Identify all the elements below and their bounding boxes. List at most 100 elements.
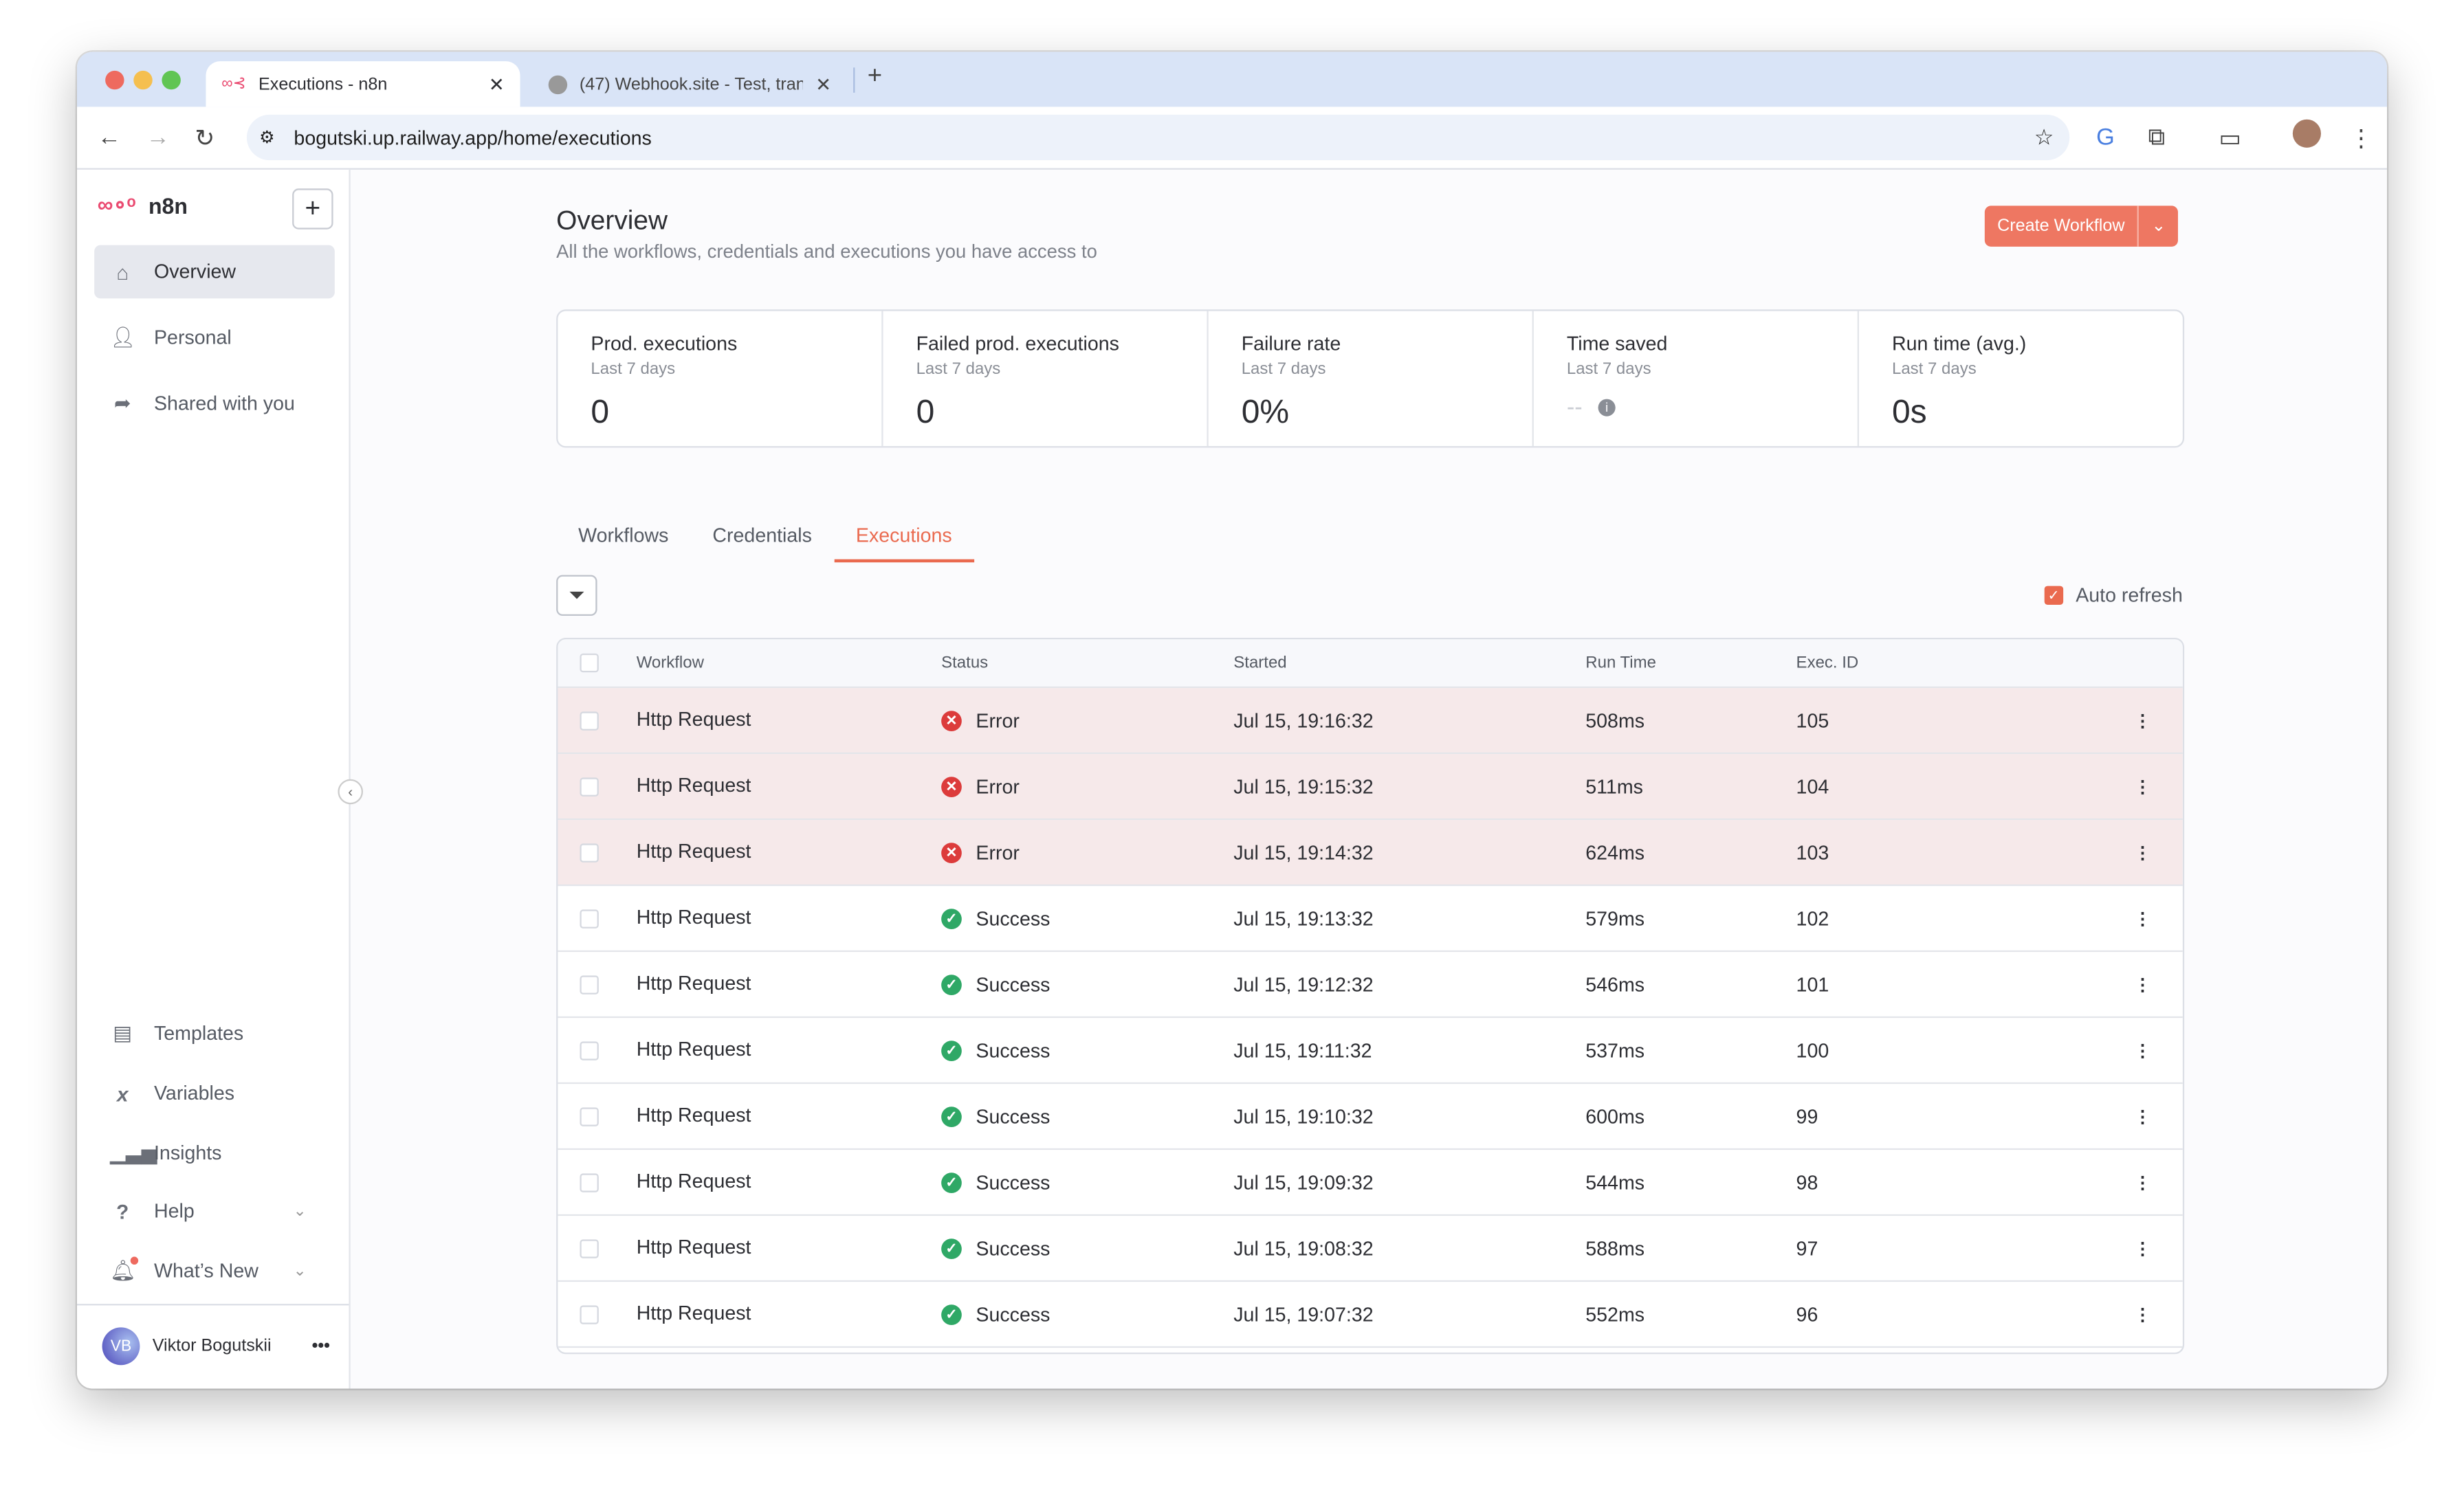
row-checkbox[interactable] [580, 975, 599, 994]
minimize-window-button[interactable] [133, 70, 153, 90]
sidebar-item-variables[interactable]: x Variables [94, 1067, 335, 1120]
new-tab-button[interactable]: + [867, 63, 883, 90]
browser-tab-executions[interactable]: ∞⊰ Executions - n8n ✕ [206, 61, 520, 107]
bookmark-star-icon[interactable]: ☆ [2034, 124, 2054, 150]
profile-avatar[interactable] [2292, 119, 2321, 148]
table-row[interactable]: Http Request ✕ Error Jul 15, 19:16:32 508ms 1… [558, 688, 2183, 755]
checkbox-checked-icon: ✓ [2044, 586, 2063, 605]
back-icon[interactable]: ← [97, 124, 121, 151]
site-settings-icon[interactable]: ⚙ [259, 129, 275, 148]
sidebar-item-help[interactable]: ? Help ⌄ [94, 1184, 335, 1238]
table-row[interactable]: Http Request ✓ Success Jul 15, 19:10:32 600m… [558, 1084, 2183, 1150]
column-header[interactable]: Status [941, 653, 989, 673]
row-actions-icon[interactable]: ⋮ [2133, 777, 2152, 797]
row-actions-icon[interactable]: ⋮ [2133, 843, 2152, 863]
filter-button[interactable]: ⏷ [556, 575, 597, 616]
workflow-name[interactable]: Http Request [636, 1301, 751, 1324]
workflow-name[interactable]: Http Request [636, 1169, 751, 1192]
row-actions-icon[interactable]: ⋮ [2133, 909, 2152, 929]
table-row[interactable]: Http Request ✓ Success Jul 15, 19:12:32 546m… [558, 952, 2183, 1019]
row-checkbox[interactable] [580, 843, 599, 862]
translate-icon[interactable]: G [2096, 124, 2115, 151]
success-icon: ✓ [941, 1172, 962, 1192]
tab-credentials[interactable]: Credentials [712, 524, 812, 547]
row-actions-icon[interactable]: ⋮ [2133, 1041, 2152, 1060]
row-checkbox[interactable] [580, 1238, 599, 1258]
sidebar-item-insights[interactable]: ▁▃▅ Insights [94, 1126, 335, 1180]
browser-tab-webhook[interactable]: (47) Webhook.site - Test, tran ✕ [533, 61, 847, 107]
cell-started: Jul 15, 19:12:32 [1233, 972, 1374, 995]
table-row[interactable]: Http Request ✓ Success Jul 15, 19:11:32 537m… [558, 1018, 2183, 1085]
row-checkbox[interactable] [580, 909, 599, 928]
tab-search-icon[interactable]: ▭ [2219, 125, 2241, 153]
tab-workflows[interactable]: Workflows [578, 524, 669, 547]
workflow-name[interactable]: Http Request [636, 707, 751, 730]
cell-started: Jul 15, 19:16:32 [1233, 709, 1374, 731]
success-icon: ✓ [941, 1304, 962, 1324]
browser-menu-icon[interactable]: ⋮ [2349, 125, 2373, 153]
sidebar-item-templates[interactable]: ▤ Templates [94, 1007, 335, 1060]
more-icon[interactable]: ••• [311, 1337, 330, 1356]
chevron-down-icon[interactable]: ⌄ [2137, 205, 2179, 247]
column-header[interactable]: Started [1233, 653, 1287, 673]
user-menu[interactable]: VB Viktor Bogutskii ••• [102, 1327, 330, 1366]
close-tab-icon[interactable]: ✕ [488, 73, 505, 96]
sidebar-item-whats-new[interactable]: 🔔︎ What’s New ⌄ [94, 1244, 335, 1298]
sidebar-item-overview[interactable]: ⌂ Overview [94, 245, 335, 299]
workflow-name[interactable]: Http Request [636, 1037, 751, 1060]
workflow-name[interactable]: Http Request [636, 905, 751, 928]
maximize-window-button[interactable] [162, 70, 181, 90]
cell-exec-id: 99 [1796, 1104, 1818, 1127]
collapse-sidebar-button[interactable]: ‹ [338, 779, 363, 805]
table-row[interactable]: Http Request ✓ Success Jul 15, 19:07:32 552m… [558, 1282, 2183, 1348]
info-icon[interactable]: i [1598, 399, 1616, 416]
workflow-name[interactable]: Http Request [636, 971, 751, 994]
reload-icon[interactable]: ↻ [195, 125, 215, 153]
row-actions-icon[interactable]: ⋮ [2133, 1173, 2152, 1192]
workflow-name[interactable]: Http Request [636, 773, 751, 796]
workflow-name[interactable]: Http Request [636, 1235, 751, 1258]
row-checkbox[interactable] [580, 1041, 599, 1060]
row-actions-icon[interactable]: ⋮ [2133, 711, 2152, 731]
close-window-button[interactable] [105, 70, 124, 90]
row-checkbox[interactable] [580, 1304, 599, 1324]
stat-period: Last 7 days [916, 359, 1001, 379]
create-workflow-button[interactable]: Create Workflow ⌄ [1984, 205, 2179, 247]
n8n-logo-icon: ∞∘ᵒ [97, 191, 136, 217]
workflow-name[interactable]: Http Request [636, 839, 751, 862]
status-label: Error [976, 841, 1020, 863]
table-row[interactable]: Http Request ✕ Error Jul 15, 19:14:32 624ms 1… [558, 820, 2183, 887]
column-header[interactable]: Workflow [636, 653, 704, 673]
sidebar-item-shared[interactable]: ➦ Shared with you [94, 377, 335, 431]
column-header[interactable]: Run Time [1585, 653, 1656, 673]
stat-card: Prod. executions Last 7 days 0 [558, 311, 883, 447]
row-actions-icon[interactable]: ⋮ [2133, 1239, 2152, 1258]
table-row[interactable]: Http Request ✓ Success Jul 15, 19:13:32 579m… [558, 886, 2183, 953]
row-checkbox[interactable] [580, 1107, 599, 1126]
close-tab-icon[interactable]: ✕ [815, 73, 832, 96]
extensions-icon[interactable]: ⧉ [2148, 124, 2166, 151]
cell-run-time: 511ms [1585, 775, 1643, 797]
workflow-name[interactable]: Http Request [636, 1103, 751, 1126]
box-icon: ▤ [113, 1021, 133, 1045]
stat-value: 0 [916, 394, 935, 431]
table-row[interactable]: Http Request ✕ Error Jul 15, 19:15:32 511ms 1… [558, 754, 2183, 821]
sidebar-item-personal[interactable]: 👤︎ Personal [94, 311, 335, 365]
table-row[interactable]: Http Request ✓ Success Jul 15, 19:08:32 588m… [558, 1216, 2183, 1282]
row-actions-icon[interactable]: ⋮ [2133, 975, 2152, 994]
add-button[interactable]: + [292, 188, 333, 230]
stat-title: Failed prod. executions [916, 333, 1119, 355]
row-actions-icon[interactable]: ⋮ [2133, 1107, 2152, 1126]
tab-executions[interactable]: Executions [833, 518, 974, 563]
row-checkbox[interactable] [580, 777, 599, 796]
row-actions-icon[interactable]: ⋮ [2133, 1305, 2152, 1324]
logo[interactable]: ∞∘ᵒ n8n [97, 191, 188, 218]
table-row[interactable]: Http Request ✓ Success Jul 15, 19:09:32 544m… [558, 1150, 2183, 1216]
column-header[interactable]: Exec. ID [1796, 653, 1859, 673]
auto-refresh-checkbox[interactable]: ✓ Auto refresh [2044, 584, 2183, 606]
url-bar[interactable]: ⚙ bogutski.up.railway.app/home/execution… [246, 114, 2070, 161]
forward-icon[interactable]: → [146, 124, 170, 151]
select-all-checkbox[interactable] [580, 653, 599, 673]
row-checkbox[interactable] [580, 711, 599, 730]
row-checkbox[interactable] [580, 1172, 599, 1192]
